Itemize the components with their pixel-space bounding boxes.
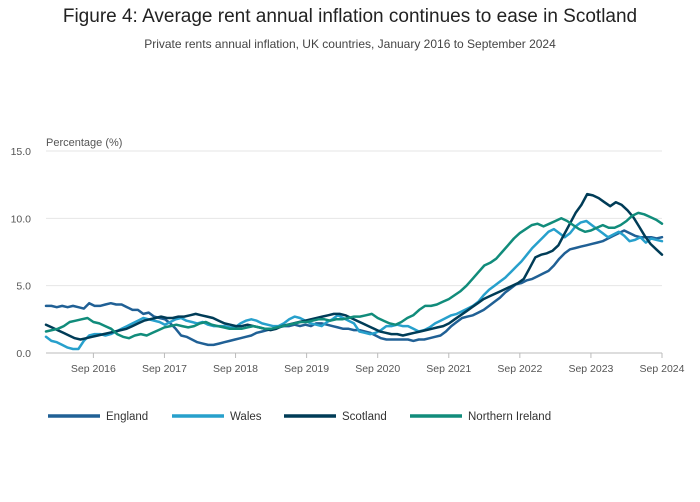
series-line-england — [44, 229, 664, 347]
x-tick-label: Sep 2016 — [71, 363, 116, 375]
x-axis-ticks: Sep 2016 Sep 2017 Sep 2018 Sep 2019 Sep 2020… — [71, 353, 685, 375]
legend-item-wales[interactable]: Wales — [172, 411, 262, 423]
x-tick-label: Sep 2017 — [142, 363, 187, 375]
x-tick-label: Sep 2019 — [284, 363, 329, 375]
series-line-northern-ireland — [44, 211, 664, 340]
legend-item-scotland[interactable]: Scotland — [284, 411, 387, 423]
x-tick-label: Sep 2018 — [213, 363, 258, 375]
y-axis-label: Percentage (%) — [46, 137, 122, 149]
series-lines — [44, 192, 664, 351]
legend-label: England — [106, 411, 148, 423]
chart-title: Figure 4: Average rent annual inflation … — [62, 6, 638, 27]
legend-item-england[interactable]: England — [48, 411, 148, 423]
x-tick-label: Sep 2021 — [426, 363, 471, 375]
x-tick-label: Sep 2022 — [497, 363, 542, 375]
y-tick-label: 0.0 — [16, 348, 31, 360]
legend-item-northern-ireland[interactable]: Northern Ireland — [410, 411, 551, 423]
y-tick-label: 15.0 — [11, 146, 32, 158]
x-tick-label: Sep 2023 — [568, 363, 613, 375]
legend-label: Wales — [230, 411, 262, 423]
x-tick-label: Sep 2024 — [640, 363, 685, 375]
chart-subtitle: Private rents annual inflation, UK count… — [144, 37, 556, 51]
legend-label: Northern Ireland — [468, 411, 551, 423]
y-tick-label: 5.0 — [16, 281, 31, 293]
series-line-scotland — [44, 192, 664, 341]
x-tick-label: Sep 2020 — [355, 363, 400, 375]
legend[interactable]: England Wales Scotland Northern Ireland — [48, 411, 551, 423]
y-tick-label: 10.0 — [11, 213, 32, 225]
legend-label: Scotland — [342, 411, 387, 423]
y-axis-ticks: 0.0 5.0 10.0 15.0 — [11, 146, 32, 360]
